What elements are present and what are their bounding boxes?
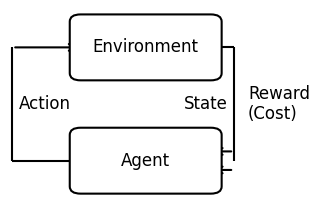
Text: Environment: Environment <box>93 38 199 56</box>
Text: Action: Action <box>19 95 71 113</box>
FancyBboxPatch shape <box>70 14 222 80</box>
FancyBboxPatch shape <box>70 128 222 194</box>
Text: Agent: Agent <box>121 152 170 170</box>
Text: State: State <box>184 95 228 113</box>
Text: Reward
(Cost): Reward (Cost) <box>248 85 310 123</box>
